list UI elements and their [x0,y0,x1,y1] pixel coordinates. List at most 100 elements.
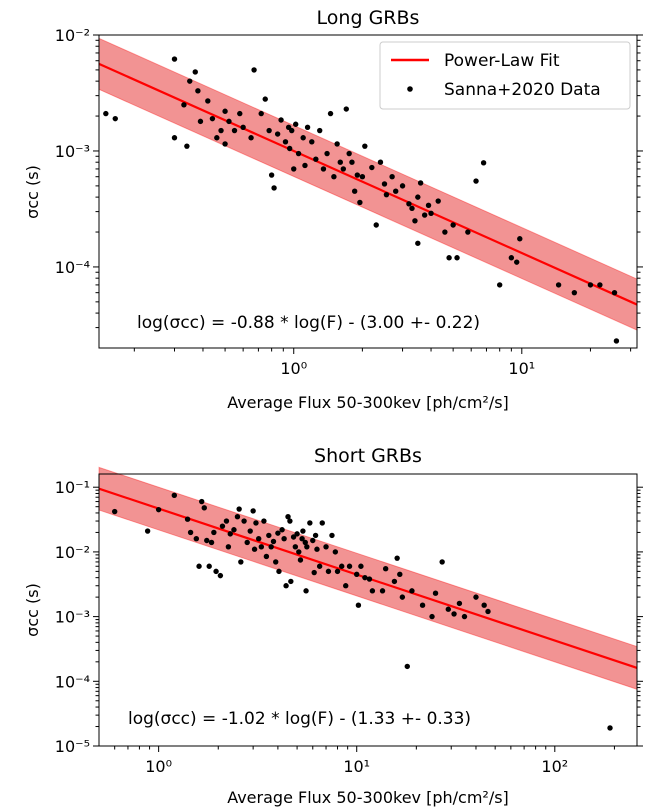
data-point [213,568,219,575]
data-point [283,583,289,589]
data-point [409,205,415,212]
data-point [192,69,198,75]
data-point [199,498,205,505]
data-point [343,583,349,589]
data-point [355,602,362,608]
data-point [279,527,285,533]
short-grbs-x-axis-label: Average Flux 50-300kev [ph/cm²/s] [227,788,509,807]
data-point [412,218,418,224]
data-point [354,172,361,178]
data-point [496,282,503,288]
data-point [417,180,424,186]
x-tick-label: 10² [541,757,568,776]
data-point [247,528,253,534]
data-point [266,532,272,539]
short-grbs-plot-frame [98,473,638,747]
data-point [196,563,202,569]
data-point [399,594,406,600]
long-grbs-legend: Power-Law Fit Sanna+2020 Data [379,41,631,110]
data-point [302,162,308,169]
data-point [481,602,487,608]
legend-fit-label: Power-Law Fit [444,51,560,71]
data-point [381,181,388,187]
data-point [268,172,275,178]
data-point [473,178,479,184]
x-tick-label: 10⁰ [280,359,307,378]
data-point [339,563,345,569]
data-point [399,183,406,189]
y-tick-label: 10⁻⁵ [55,737,90,756]
data-point [309,139,315,145]
data-point [250,508,256,514]
data-point [349,159,355,165]
data-point [394,555,400,561]
data-point [362,574,368,581]
data-point [209,115,216,122]
data-point [327,110,334,117]
data-point [187,78,193,84]
data-point [251,67,257,73]
data-point [251,546,258,552]
data-point [222,108,228,114]
data-point [287,518,293,524]
data-point [290,534,297,540]
data-point [271,185,277,191]
data-point [415,194,421,200]
data-point [314,546,320,552]
y-tick-label: 10⁻³ [55,608,90,627]
data-point [428,210,434,217]
data-point [144,528,151,534]
data-point [312,532,319,539]
data-point [255,536,262,542]
data-point [111,508,118,515]
data-point [292,544,299,550]
data-point [248,135,254,141]
x-tick-label: 10¹ [343,757,370,776]
data-point [281,536,287,542]
data-point [231,127,238,134]
data-point [234,514,241,520]
data-point [262,96,268,102]
data-point [103,110,109,117]
data-point [253,520,259,526]
data-point [366,576,373,582]
data-point [231,527,237,533]
data-point [465,229,471,235]
data-point [184,516,191,522]
data-point [227,531,233,537]
data-point [258,110,264,117]
data-point [263,553,270,560]
y-tick-label: 10⁻⁴ [55,672,90,691]
data-point [419,602,426,608]
data-point [223,518,230,524]
data-point [218,127,224,134]
y-tick-label: 10⁻¹ [55,478,90,497]
short-grbs-y-axis-label: σcc (s) [23,583,42,637]
long-grbs-title: Long GRBs [317,7,420,29]
data-point [270,538,277,545]
data-point [304,124,311,130]
legend-frame [379,41,631,110]
data-point [307,520,313,526]
data-point [439,559,445,565]
data-point [607,725,613,731]
data-point [332,549,339,555]
data-point [340,166,347,172]
data-point [485,608,491,615]
data-point [299,536,305,542]
y-tick-label: 10⁻² [55,26,90,45]
legend-data-label: Sanna+2020 Data [444,80,601,100]
data-point [317,127,323,134]
data-point [297,557,304,563]
data-point [197,118,204,125]
data-point [214,135,220,141]
data-point [383,191,390,198]
data-point [184,143,190,149]
data-point [377,159,384,165]
data-point [226,118,232,125]
data-point [323,544,329,550]
data-point [611,289,618,296]
data-point [480,160,487,166]
data-point [362,143,368,149]
data-point [300,528,306,534]
